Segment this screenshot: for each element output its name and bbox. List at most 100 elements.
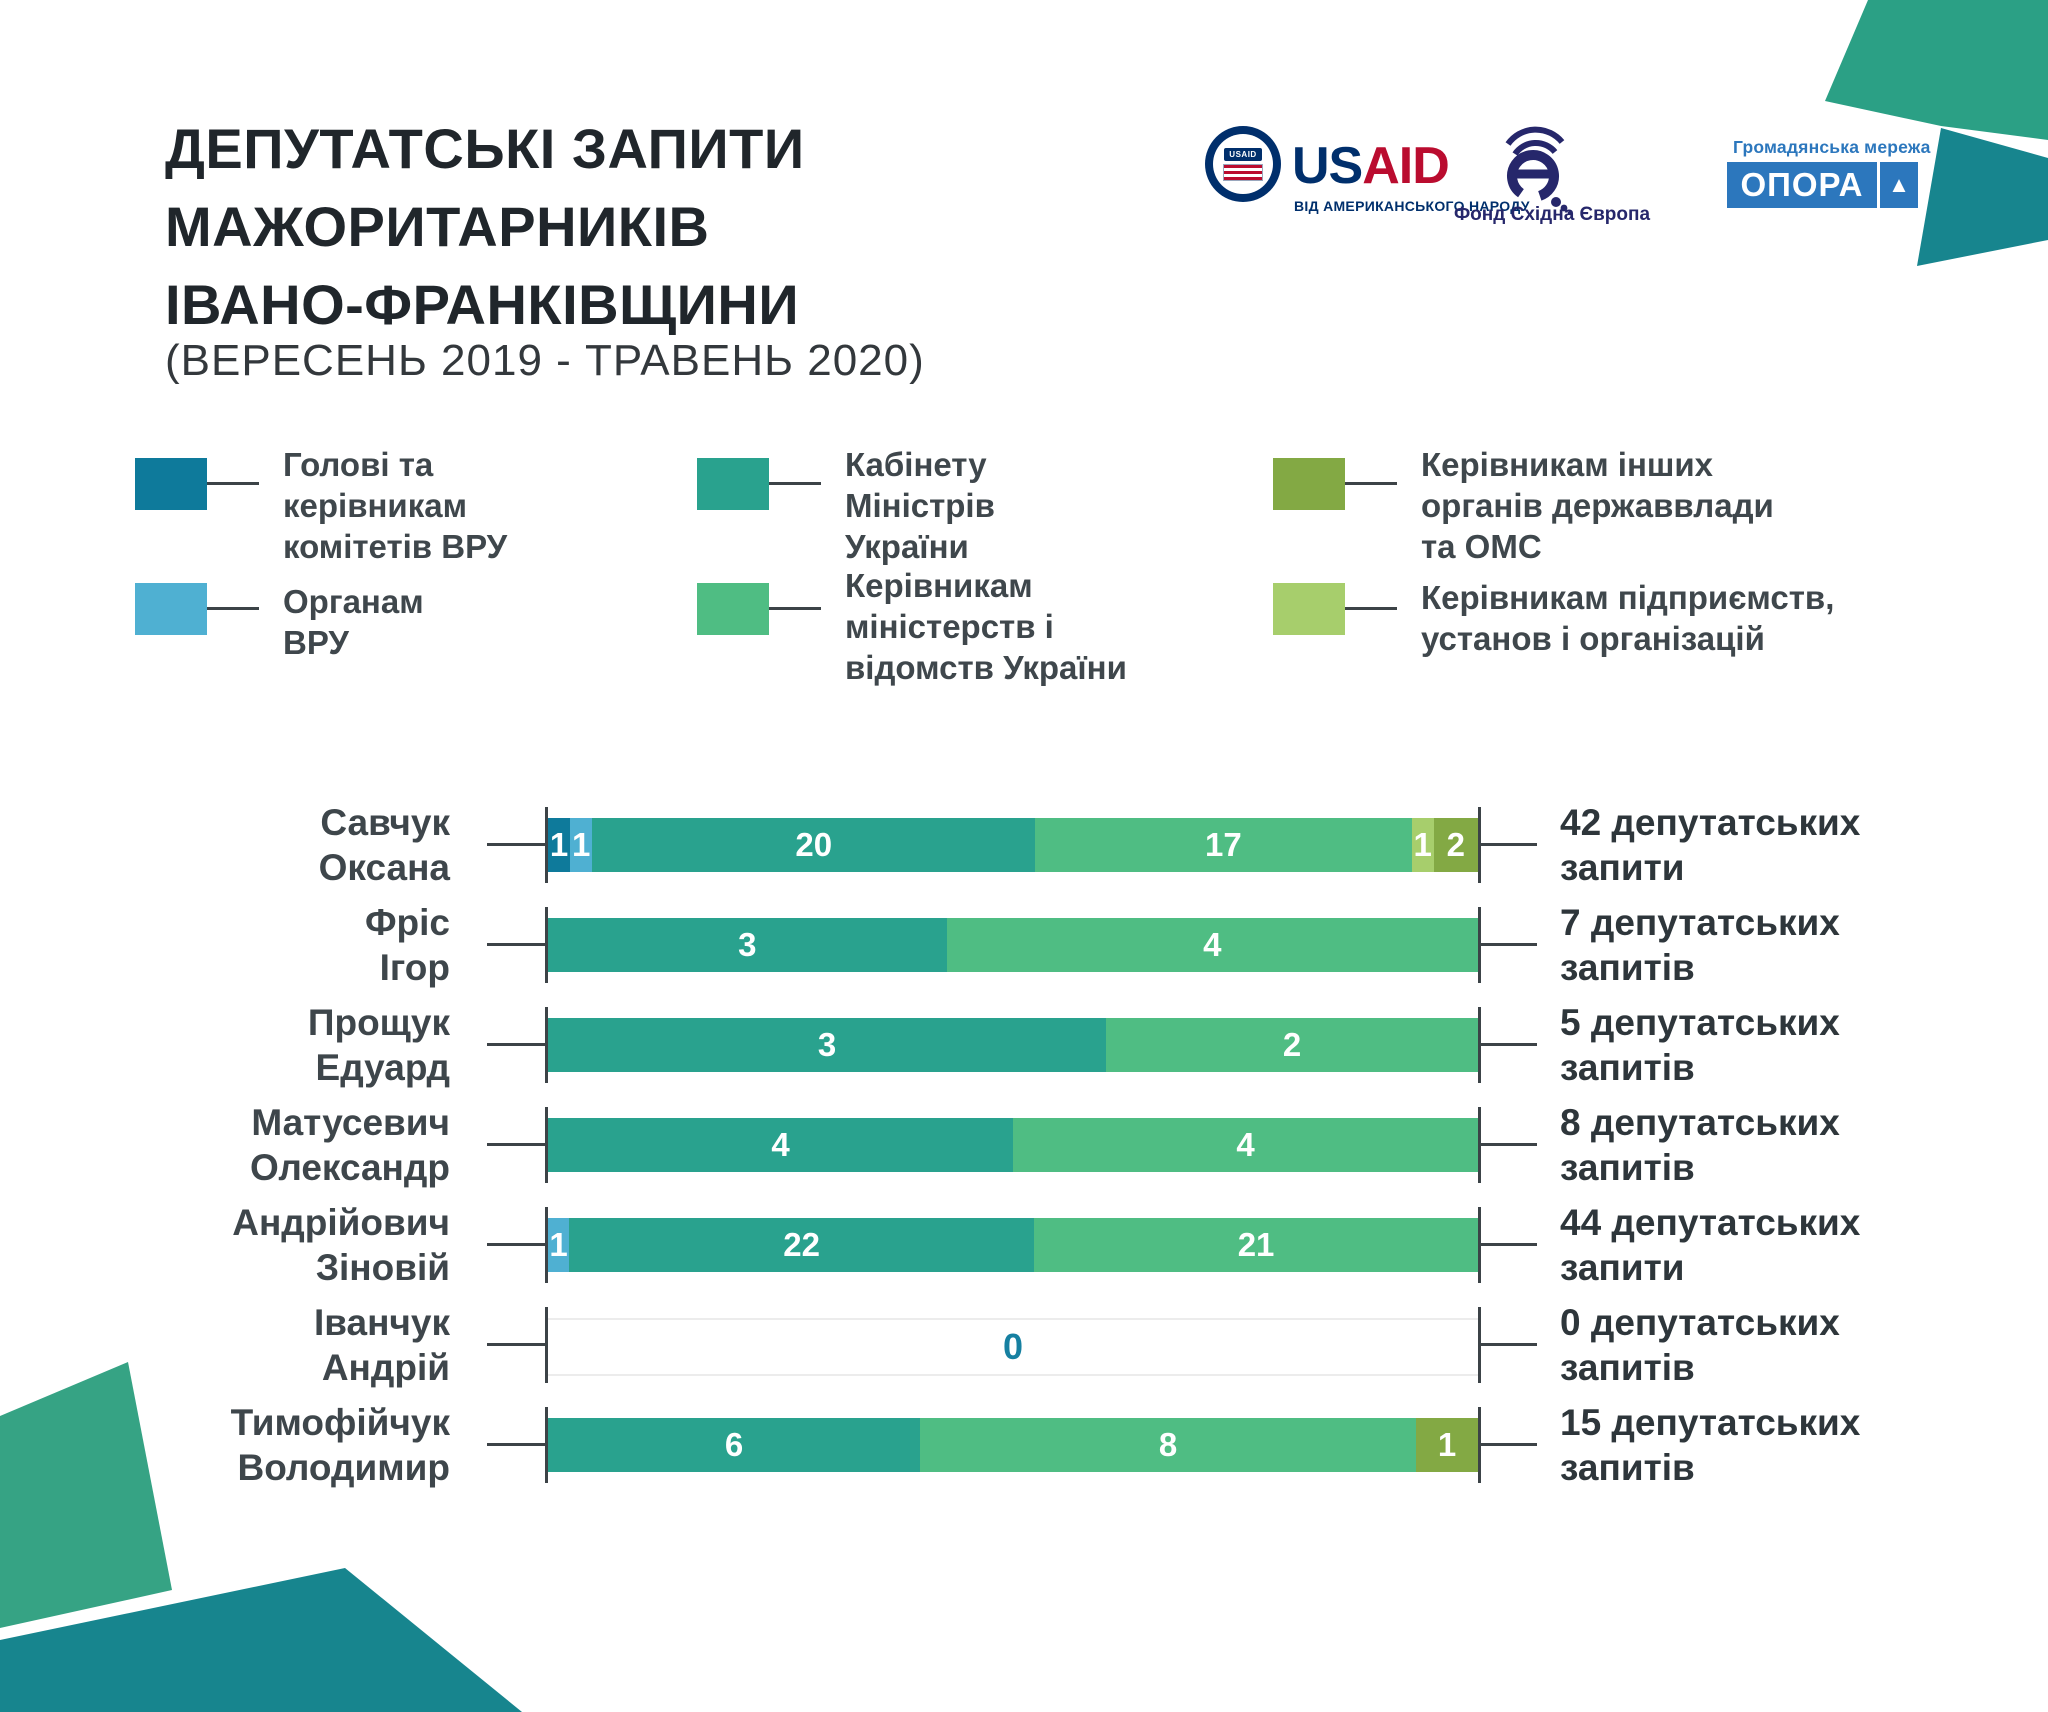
bar-segment: 1 — [1416, 1418, 1478, 1472]
total-connector-line — [1481, 843, 1537, 846]
name-connector-line — [487, 1243, 545, 1246]
name-connector-line — [487, 943, 545, 946]
decor-bottom-left-dark — [0, 1568, 522, 1712]
bar-start-tick — [545, 1107, 548, 1183]
legend-swatch — [697, 458, 769, 510]
total-connector-line — [1481, 1143, 1537, 1146]
bar-segment: 1 — [1411, 818, 1434, 872]
legend-swatch — [697, 583, 769, 635]
legend-swatch — [135, 583, 207, 635]
page-title: ДЕПУТАТСЬКІ ЗАПИТИ МАЖОРИТАРНИКІВ ІВАНО-… — [165, 117, 805, 336]
row-total: 7 депутатських запитів — [1560, 902, 1840, 988]
name-connector-line — [487, 1343, 545, 1346]
bar-segment: 8 — [920, 1418, 1416, 1472]
legend-label: Керівникам міністерств і відомств Україн… — [845, 567, 1127, 686]
bar-segment: 1 — [570, 818, 593, 872]
decor-top-right-dark — [1917, 128, 2048, 266]
usaid-wordmark-aid: AID — [1362, 137, 1450, 195]
bar-segment: 1 — [548, 1218, 570, 1272]
legend-connector — [769, 607, 821, 610]
bar-end-tick — [1478, 1207, 1481, 1283]
bar-track: 0 — [548, 1318, 1478, 1376]
bar-end-tick — [1478, 907, 1481, 983]
legend-swatch — [135, 458, 207, 510]
deputy-name: Фріс Ігор — [364, 902, 450, 988]
bar-end-tick — [1478, 1407, 1481, 1483]
row-total: 42 депутатських запити — [1560, 802, 1861, 888]
deputy-name: Савчук Оксана — [318, 802, 450, 888]
legend-label: Органам ВРУ — [283, 583, 424, 661]
legend-label: Керівникам інших органів державвлади та … — [1421, 446, 1774, 565]
legend-connector — [1345, 482, 1397, 485]
deputy-name: Іванчук Андрій — [313, 1302, 450, 1388]
bar-track: 1 22 21 — [548, 1218, 1478, 1272]
deputy-name: Прощук Едуард — [307, 1002, 450, 1088]
eef-logo-label: Фонд Східна Європа — [1453, 204, 1651, 225]
name-connector-line — [487, 1043, 545, 1046]
bar-segment: 21 — [1034, 1218, 1478, 1272]
total-connector-line — [1481, 1043, 1537, 1046]
name-connector-line — [487, 1443, 545, 1446]
opora-wordmark: ОПОРА — [1727, 162, 1877, 208]
bar-end-tick — [1478, 1307, 1481, 1383]
bar-segment: 2 — [1433, 818, 1478, 872]
usaid-wordmark: USAID — [1292, 136, 1450, 196]
legend-connector — [207, 482, 259, 485]
eef-logo-icon — [1505, 126, 1573, 216]
bar-segment: 4 — [548, 1118, 1013, 1172]
bar-end-tick — [1478, 807, 1481, 883]
usaid-tagline: ВІД АМЕРИКАНСЬКОГО НАРОДУ — [1294, 198, 1530, 214]
row-total: 15 депутатських запитів — [1560, 1402, 1861, 1488]
total-connector-line — [1481, 943, 1537, 946]
chart-row: Савчук Оксана 1 1 20 17 1 2 42 депутатських з… — [0, 795, 2048, 895]
zero-value: 0 — [1002, 1326, 1024, 1367]
chart-rows: Савчук Оксана 1 1 20 17 1 2 42 депутатських з… — [0, 795, 2048, 1495]
bar-end-tick — [1478, 1107, 1481, 1183]
bar-start-tick — [545, 907, 548, 983]
bar-segment: 22 — [569, 1218, 1035, 1272]
total-connector-line — [1481, 1343, 1537, 1346]
bar-start-tick — [545, 1207, 548, 1283]
decor-top-right-light — [1825, 0, 2048, 140]
bar-track: 1 1 20 17 1 2 — [548, 818, 1478, 872]
bar-segment: 2 — [1106, 1018, 1478, 1072]
bar-start-tick — [545, 807, 548, 883]
legend-label: Керівникам підприємств, установ і органі… — [1421, 579, 1835, 657]
legend-swatch — [1273, 583, 1345, 635]
bar-segment: 1 — [548, 818, 571, 872]
legend-label: Кабінету Міністрів України — [845, 446, 995, 565]
row-total: 5 депутатських запитів — [1560, 1002, 1840, 1088]
chart-row: Андрійович Зіновій 1 22 21 44 депутатських… — [0, 1195, 2048, 1295]
bar-segment: 17 — [1035, 818, 1412, 872]
total-connector-line — [1481, 1443, 1537, 1446]
total-connector-line — [1481, 1243, 1537, 1246]
usaid-flag-icon — [1223, 163, 1263, 181]
name-connector-line — [487, 1143, 545, 1146]
legend-label: Голові та керівникам комітетів ВРУ — [283, 446, 508, 565]
bar-segment: 3 — [548, 1018, 1106, 1072]
legend-swatch — [1273, 458, 1345, 510]
deputy-name: Тимофійчук Володимир — [230, 1402, 450, 1488]
stacked-bar-chart: Савчук Оксана 1 1 20 17 1 2 42 депутатських з… — [0, 795, 2048, 1495]
opora-triangle-icon: ▲ — [1880, 162, 1918, 208]
bar-start-tick — [545, 1407, 548, 1483]
deputy-name: Андрійович Зіновій — [232, 1202, 450, 1288]
row-total: 44 депутатських запити — [1560, 1202, 1861, 1288]
bar-start-tick — [545, 1307, 548, 1383]
chart-row: Іванчук Андрій 0 0 депутатських запитів — [0, 1295, 2048, 1395]
legend-connector — [207, 607, 259, 610]
bar-start-tick — [545, 1007, 548, 1083]
bar-segment: 6 — [548, 1418, 920, 1472]
usaid-wordmark-us: US — [1292, 137, 1363, 195]
page-subtitle: (ВЕРЕСЕНЬ 2019 - ТРАВЕНЬ 2020) — [165, 336, 925, 385]
row-total: 0 депутатських запитів — [1560, 1302, 1840, 1388]
legend-connector — [769, 482, 821, 485]
